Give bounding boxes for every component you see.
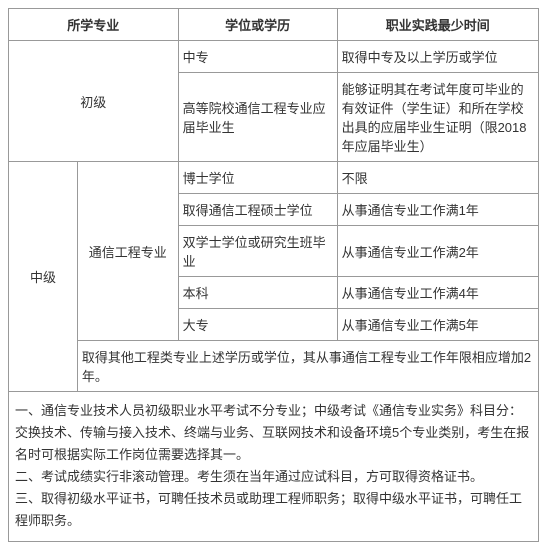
experience-cell: 取得中专及以上学历或学位 bbox=[337, 41, 538, 73]
level-primary-label: 初级 bbox=[9, 41, 179, 162]
table-row: 中级 通信工程专业 博士学位 不限 bbox=[9, 162, 539, 194]
experience-cell: 从事通信专业工作满4年 bbox=[337, 277, 538, 309]
header-degree: 学位或学历 bbox=[178, 9, 337, 41]
experience-cell: 能够证明其在考试年度可毕业的有效证件（学生证）和所在学校出具的应届毕业生证明（限… bbox=[337, 73, 538, 162]
header-experience: 职业实践最少时间 bbox=[337, 9, 538, 41]
degree-cell: 大专 bbox=[178, 309, 337, 341]
table-row: 初级 中专 取得中专及以上学历或学位 bbox=[9, 41, 539, 73]
degree-cell: 中专 bbox=[178, 41, 337, 73]
qualification-table: 所学专业 学位或学历 职业实践最少时间 初级 中专 取得中专及以上学历或学位 高… bbox=[8, 8, 539, 392]
note-item: 三、取得初级水平证书，可聘任技术员或助理工程师职务；取得中级水平证书，可聘任工程… bbox=[15, 488, 532, 532]
experience-cell: 从事通信专业工作满2年 bbox=[337, 226, 538, 277]
degree-cell: 双学士学位或研究生班毕业 bbox=[178, 226, 337, 277]
experience-cell: 不限 bbox=[337, 162, 538, 194]
degree-cell: 博士学位 bbox=[178, 162, 337, 194]
table-row: 取得其他工程类专业上述学历或学位，其从事通信工程专业工作年限相应增加2年。 bbox=[9, 341, 539, 392]
notes-section: 一、通信专业技术人员初级职业水平考试不分专业；中级考试《通信专业实务》科目分：交… bbox=[8, 392, 539, 542]
note-item: 二、考试成绩实行非滚动管理。考生须在当年通过应试科目，方可取得资格证书。 bbox=[15, 466, 532, 488]
degree-cell: 高等院校通信工程专业应届毕业生 bbox=[178, 73, 337, 162]
level-intermediate-label: 中级 bbox=[9, 162, 78, 392]
degree-cell: 取得通信工程硕士学位 bbox=[178, 194, 337, 226]
other-engineering-note: 取得其他工程类专业上述学历或学位，其从事通信工程专业工作年限相应增加2年。 bbox=[77, 341, 538, 392]
experience-cell: 从事通信专业工作满5年 bbox=[337, 309, 538, 341]
degree-cell: 本科 bbox=[178, 277, 337, 309]
note-item: 一、通信专业技术人员初级职业水平考试不分专业；中级考试《通信专业实务》科目分：交… bbox=[15, 400, 532, 466]
header-major: 所学专业 bbox=[9, 9, 179, 41]
experience-cell: 从事通信专业工作满1年 bbox=[337, 194, 538, 226]
table-header-row: 所学专业 学位或学历 职业实践最少时间 bbox=[9, 9, 539, 41]
intermediate-major: 通信工程专业 bbox=[77, 162, 178, 341]
